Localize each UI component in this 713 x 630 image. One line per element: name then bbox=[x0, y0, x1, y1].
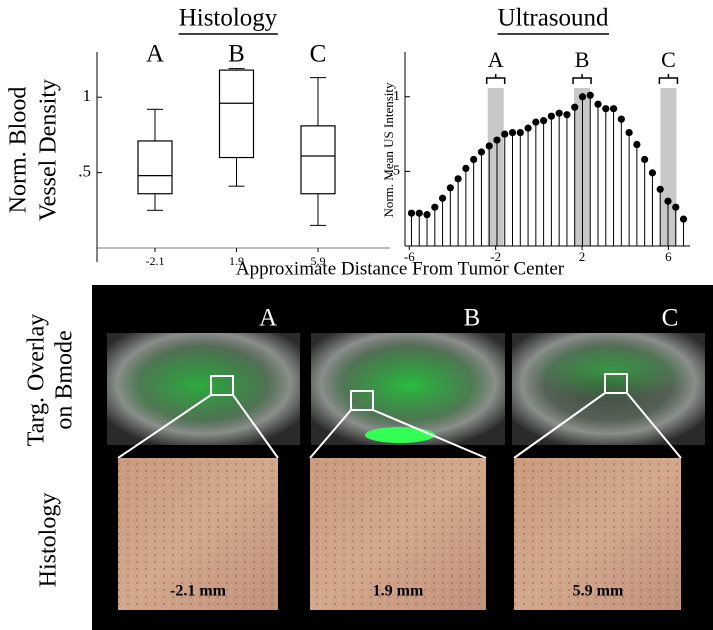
stem-point bbox=[540, 117, 548, 125]
highlight-bracket bbox=[485, 74, 506, 84]
distance-label: 1.9 mm bbox=[373, 583, 424, 600]
overlay-images bbox=[107, 333, 705, 459]
stem-point bbox=[547, 112, 555, 120]
stem-point bbox=[524, 124, 532, 132]
stem-point bbox=[656, 185, 664, 193]
highlight-bracket bbox=[658, 74, 679, 84]
x-tick-label: 6 bbox=[665, 249, 672, 264]
x-tick-label: -6 bbox=[404, 249, 415, 264]
stem-point bbox=[578, 93, 587, 101]
box-annotation: A bbox=[146, 41, 164, 68]
x-tick-label: 5.9 bbox=[311, 254, 326, 268]
panel-letter: C bbox=[662, 305, 679, 332]
stem-point bbox=[423, 211, 431, 219]
stem-point bbox=[415, 209, 423, 217]
stem-point bbox=[586, 91, 594, 99]
stem-point bbox=[532, 118, 540, 126]
stem-point bbox=[571, 103, 579, 111]
x-tick-label: -2.1 bbox=[146, 254, 165, 268]
y-tick-label: .5 bbox=[78, 162, 91, 181]
x-axis-label: Approximate Distance From Tumor Center bbox=[236, 258, 565, 279]
stem-point bbox=[431, 203, 439, 211]
box bbox=[218, 69, 255, 159]
panel-letter: A bbox=[259, 305, 277, 332]
stem-point bbox=[508, 128, 517, 137]
histology-images bbox=[118, 458, 681, 610]
highlight-label: A bbox=[488, 47, 504, 72]
box-annotation: B bbox=[228, 41, 245, 68]
row-label: Targ. Overlay bbox=[24, 314, 50, 447]
stem-point bbox=[602, 105, 610, 113]
stem-point bbox=[516, 128, 524, 137]
stem-point bbox=[625, 128, 633, 137]
stem-point bbox=[438, 194, 447, 202]
stem-point bbox=[501, 130, 509, 138]
x-tick-label: 2 bbox=[579, 249, 586, 264]
stem-point bbox=[493, 136, 501, 144]
stem-point bbox=[609, 105, 618, 113]
y-tick-label: 1 bbox=[393, 89, 400, 104]
stem-point bbox=[446, 184, 454, 192]
highlight-bracket bbox=[572, 74, 592, 84]
x-tick-label: -2 bbox=[490, 249, 501, 264]
stem-point bbox=[485, 142, 493, 150]
row-label: Histology bbox=[36, 493, 62, 588]
box bbox=[300, 125, 336, 195]
stem-point bbox=[477, 148, 486, 156]
distance-label: -2.1 mm bbox=[170, 583, 227, 600]
y-axis-label: Norm. Blood bbox=[6, 87, 32, 214]
stem-point bbox=[454, 175, 462, 183]
highlight-label: B bbox=[575, 47, 590, 72]
y-axis-label: Norm. Mean US Intensity bbox=[381, 82, 396, 218]
y-axis-label: Vessel Density bbox=[36, 79, 62, 221]
y-tick-label: .5 bbox=[390, 164, 401, 179]
y-tick-label: 1 bbox=[83, 86, 92, 105]
stem-point bbox=[470, 155, 478, 164]
stem-point bbox=[648, 169, 657, 177]
stem-point bbox=[617, 115, 625, 123]
stem-point bbox=[641, 155, 649, 164]
stem-point bbox=[555, 109, 563, 117]
stem-point bbox=[672, 203, 680, 211]
x-tick-label: 1.9 bbox=[229, 254, 244, 268]
stem-point bbox=[664, 197, 672, 205]
highlight-label: C bbox=[661, 47, 676, 72]
distance-label: 5.9 mm bbox=[573, 583, 624, 600]
stem-point bbox=[462, 164, 470, 172]
stem-point bbox=[633, 140, 641, 149]
stem-point bbox=[594, 100, 602, 108]
row-label: on Bmode bbox=[52, 330, 78, 429]
box-annotation: C bbox=[310, 41, 327, 68]
highlight-band bbox=[487, 88, 504, 246]
chart-title: Histology bbox=[179, 5, 278, 32]
panel-letter: B bbox=[464, 305, 481, 332]
stem-point bbox=[407, 209, 416, 217]
stem-point bbox=[563, 111, 571, 119]
chart-title: Ultrasound bbox=[497, 5, 609, 32]
box bbox=[137, 140, 173, 195]
stem-point bbox=[679, 215, 688, 223]
